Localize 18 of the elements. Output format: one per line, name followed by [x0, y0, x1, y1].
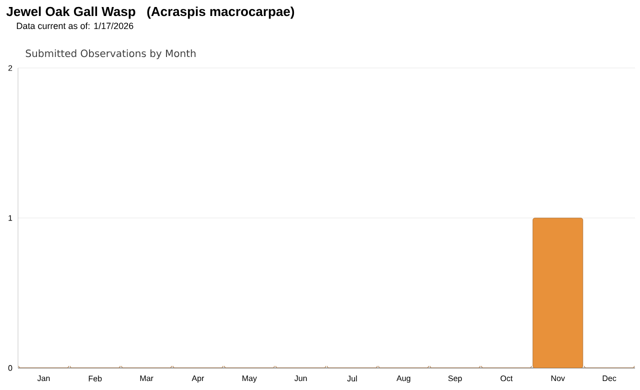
- chart-subtitle: Submitted Observations by Month: [26, 49, 196, 60]
- x-tick-label: Feb: [88, 376, 102, 382]
- x-tick-label: Jan: [37, 376, 50, 382]
- x-tick-label: Jul: [347, 376, 357, 382]
- x-tick-label: Nov: [551, 376, 565, 382]
- x-tick-label: Apr: [192, 376, 204, 383]
- chart-title: Jewel Oak Gall Wasp (Acraspis macrocarpae): [6, 6, 294, 19]
- x-tick-label: May: [242, 376, 257, 383]
- x-tick-label: Oct: [500, 376, 513, 382]
- x-tick-label: Sep: [448, 376, 462, 383]
- y-tick-label: 1: [8, 215, 12, 221]
- y-tick-label: 0: [8, 365, 12, 371]
- y-tick-label: 2: [8, 65, 12, 71]
- x-tick-label: Mar: [140, 376, 154, 382]
- x-tick-label: Dec: [602, 376, 616, 382]
- x-tick-label: Jun: [294, 376, 307, 382]
- x-tick-label: Aug: [396, 376, 410, 383]
- text: Data current as of: 1/17/2026: [16, 22, 134, 30]
